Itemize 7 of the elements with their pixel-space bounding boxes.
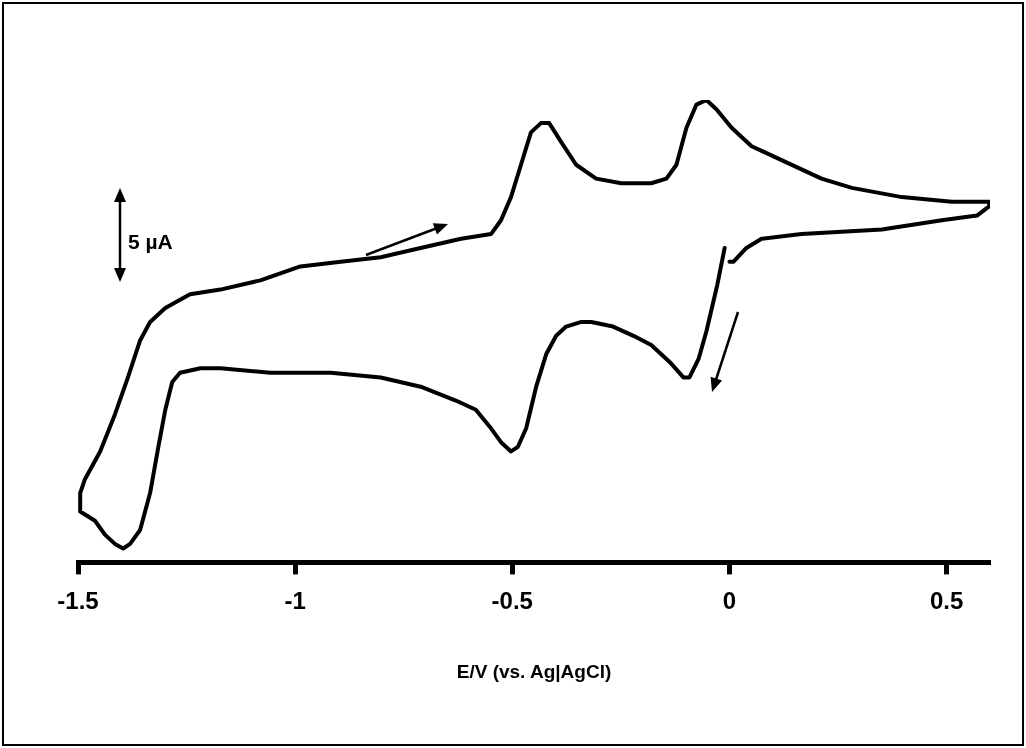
x-tick-label: -1 bbox=[284, 587, 306, 615]
x-tick-label: -0.5 bbox=[491, 587, 533, 615]
x-tick-label: -1.5 bbox=[57, 587, 99, 615]
annotation: 5 µA bbox=[128, 230, 173, 254]
x-axis-title: E/V (vs. Ag|AgCl) bbox=[456, 660, 612, 682]
x-tick-label: 0 bbox=[722, 587, 737, 615]
x-tick-label: 0.5 bbox=[929, 587, 964, 615]
